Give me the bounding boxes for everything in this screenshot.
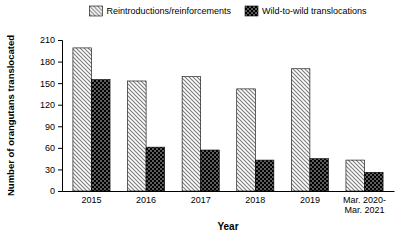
x-tick: 2016: [136, 191, 156, 205]
y-tick-mark: [58, 191, 62, 192]
y-axis: 0 30 60 90 120 150 180 210: [40, 35, 63, 196]
bar: [255, 160, 274, 191]
legend-label: Wild-to-wild translocations: [262, 6, 367, 16]
x-tick-label: 2016: [136, 195, 156, 205]
y-tick: 90: [45, 122, 62, 132]
bar: [128, 81, 147, 191]
bar: [73, 48, 92, 191]
legend-swatch: [89, 6, 102, 16]
y-tick-label: 150: [40, 79, 55, 89]
x-tick-label: 2015: [81, 195, 101, 205]
bar: [291, 69, 310, 191]
y-tick: 150: [40, 79, 62, 89]
bar: [146, 147, 165, 191]
y-axis-line: [58, 41, 63, 192]
legend-swatch: [245, 6, 258, 16]
y-tick: 60: [45, 143, 62, 153]
y-tick-label: 30: [45, 165, 55, 175]
bar: [182, 77, 201, 191]
y-tick-label: 210: [40, 35, 55, 45]
bar: [310, 159, 329, 191]
y-tick: 120: [40, 100, 62, 110]
y-tick-mark: [58, 169, 62, 170]
x-tick: Mar. 2020-Mar. 2021: [343, 191, 386, 215]
legend-item: Reintroductions/reinforcements: [89, 6, 231, 16]
x-axis: 2015 2016 2017 2018 2019 Mar. 2020-Mar. 2021: [63, 191, 395, 215]
y-tick-label: 60: [45, 143, 55, 153]
y-tick: 30: [45, 165, 62, 175]
chart: 0 30 60 90 120 150 180 210 2015 2016 2017 2018 2019 M…: [0, 0, 400, 236]
legend: Reintroductions/reinforcements Wild-to-wi…: [89, 6, 367, 16]
y-tick-label: 90: [45, 122, 55, 132]
y-tick-mark: [58, 148, 62, 149]
y-axis-title: Number of orangutans translocated: [5, 35, 16, 196]
bar: [201, 150, 220, 191]
x-axis-line: [63, 191, 395, 192]
y-tick-mark: [58, 126, 62, 127]
bar: [91, 80, 110, 191]
x-tick-label: 2017: [191, 195, 211, 205]
bar: [346, 160, 365, 191]
bars: [73, 48, 383, 191]
y-tick: 0: [50, 186, 62, 196]
legend-item: Wild-to-wild translocations: [245, 6, 367, 16]
x-tick: 2019: [300, 191, 320, 205]
legend-label: Reintroductions/reinforcements: [106, 6, 231, 16]
y-tick: 180: [40, 57, 62, 67]
y-tick-mark: [58, 105, 62, 106]
x-tick: 2018: [245, 191, 265, 205]
x-tick-label: 2019: [300, 195, 320, 205]
bar: [365, 172, 384, 191]
x-tick-label: 2018: [245, 195, 265, 205]
y-tick: 210: [40, 35, 62, 45]
bar: [237, 89, 256, 191]
y-tick-mark: [58, 62, 62, 63]
x-tick: 2015: [81, 191, 101, 205]
x-tick: 2017: [191, 191, 211, 205]
y-tick-mark: [58, 40, 62, 41]
x-axis-title: Year: [217, 221, 238, 232]
y-tick-mark: [58, 83, 62, 84]
y-tick-label: 0: [50, 186, 55, 196]
y-tick-label: 180: [40, 57, 55, 67]
y-tick-label: 120: [40, 100, 55, 110]
x-tick-label: Mar. 2020-Mar. 2021: [343, 195, 386, 215]
